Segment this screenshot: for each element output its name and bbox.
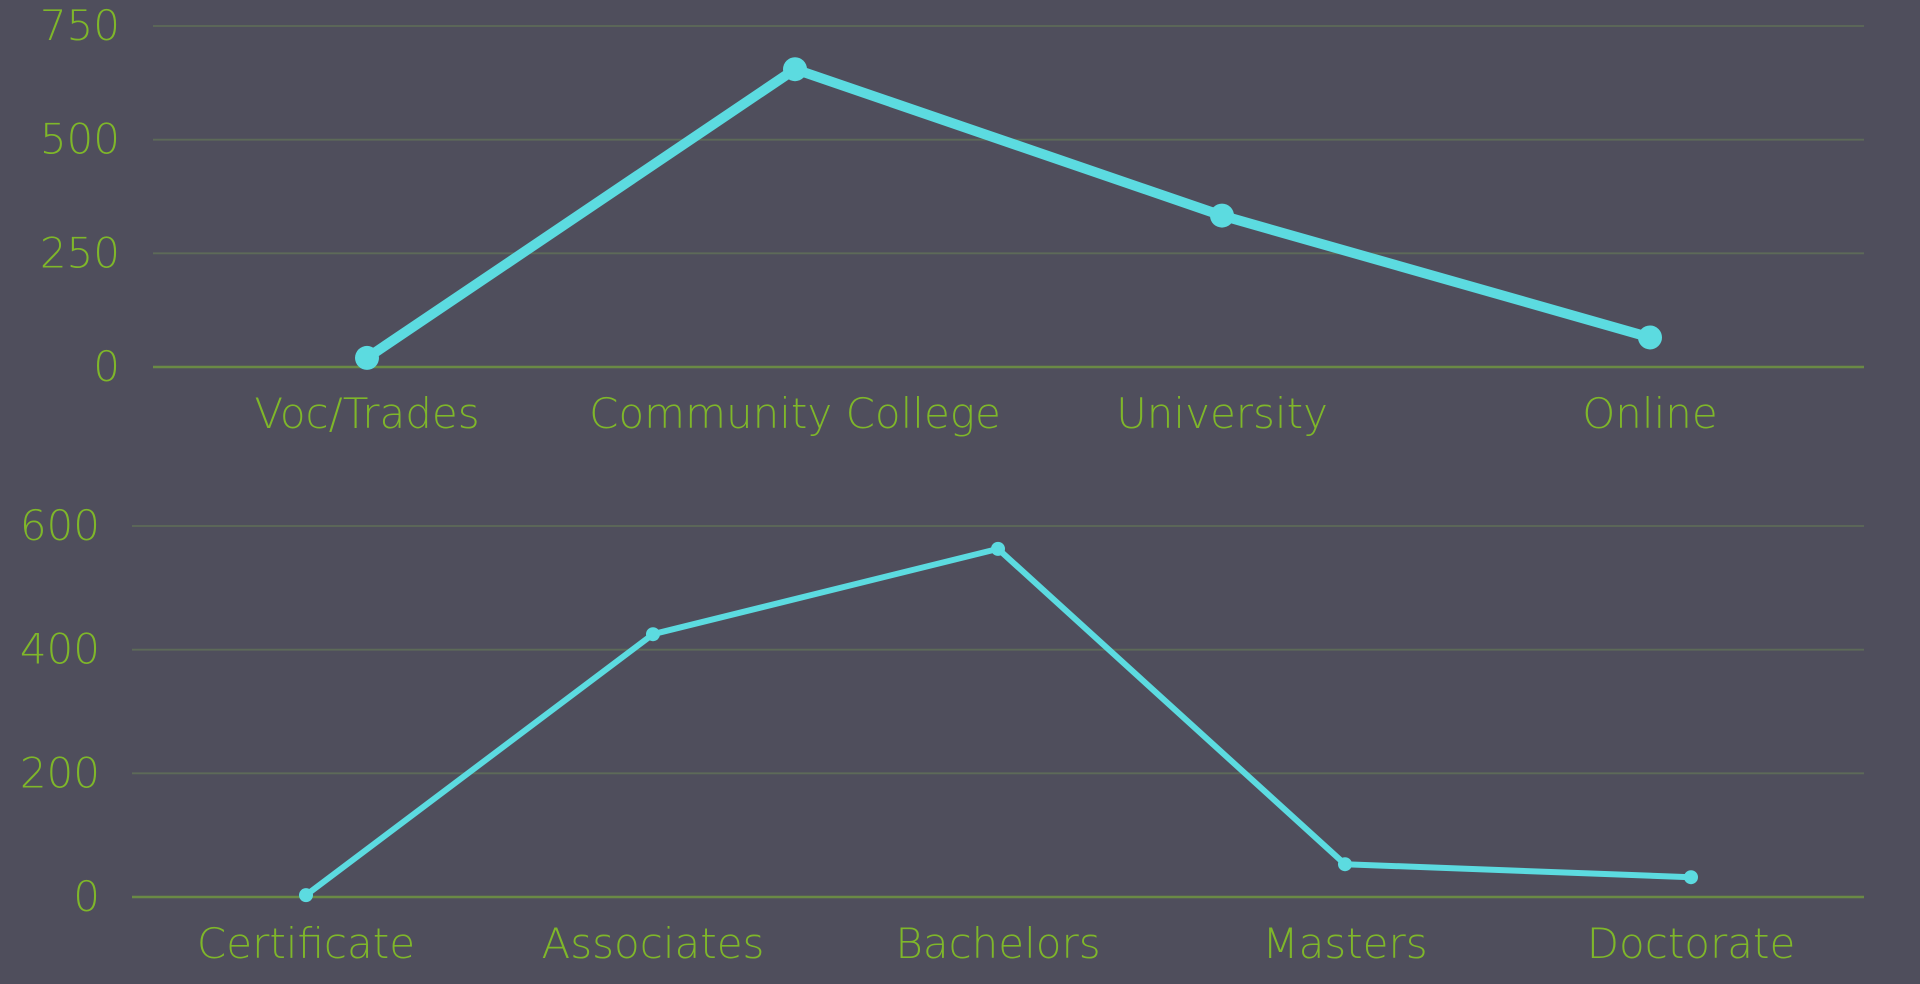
x-category-label: Online — [1582, 389, 1717, 438]
x-category-label: Masters — [1262, 919, 1427, 968]
x-category-label: University — [1116, 389, 1328, 438]
y-tick-label: 500 — [40, 115, 120, 164]
y-tick-label: 750 — [40, 1, 120, 50]
x-category-label: Bachelors — [895, 919, 1100, 968]
series-line — [362, 64, 1655, 363]
x-category-label: Certificate — [197, 919, 415, 968]
data-point — [991, 541, 1005, 556]
data-point — [1638, 325, 1662, 350]
data-point — [783, 57, 807, 82]
data-point — [1210, 203, 1234, 228]
y-tick-label: 250 — [40, 228, 120, 277]
data-point — [1338, 857, 1352, 872]
data-point — [646, 627, 660, 642]
data-point — [355, 345, 379, 370]
data-point — [1684, 870, 1698, 885]
x-category-label: Community College — [589, 389, 1001, 438]
x-category-label: Associates — [542, 919, 765, 968]
y-tick-label: 0 — [73, 872, 100, 921]
y-tick-label: 600 — [20, 501, 100, 550]
y-tick-label: 200 — [20, 748, 100, 797]
x-category-label: Doctorate — [1587, 919, 1796, 968]
line-chart-degree-level: 0 200 400 600 Certificate Associates Bachelors… — [20, 501, 1864, 968]
line-chart-institution-type: 0 250 500 750 Voc/Trades Community College Uni… — [40, 1, 1864, 438]
y-tick-label: 0 — [93, 342, 120, 391]
x-category-label: Voc/Trades — [254, 389, 479, 438]
y-tick-label: 400 — [20, 625, 100, 674]
data-point — [299, 888, 313, 903]
